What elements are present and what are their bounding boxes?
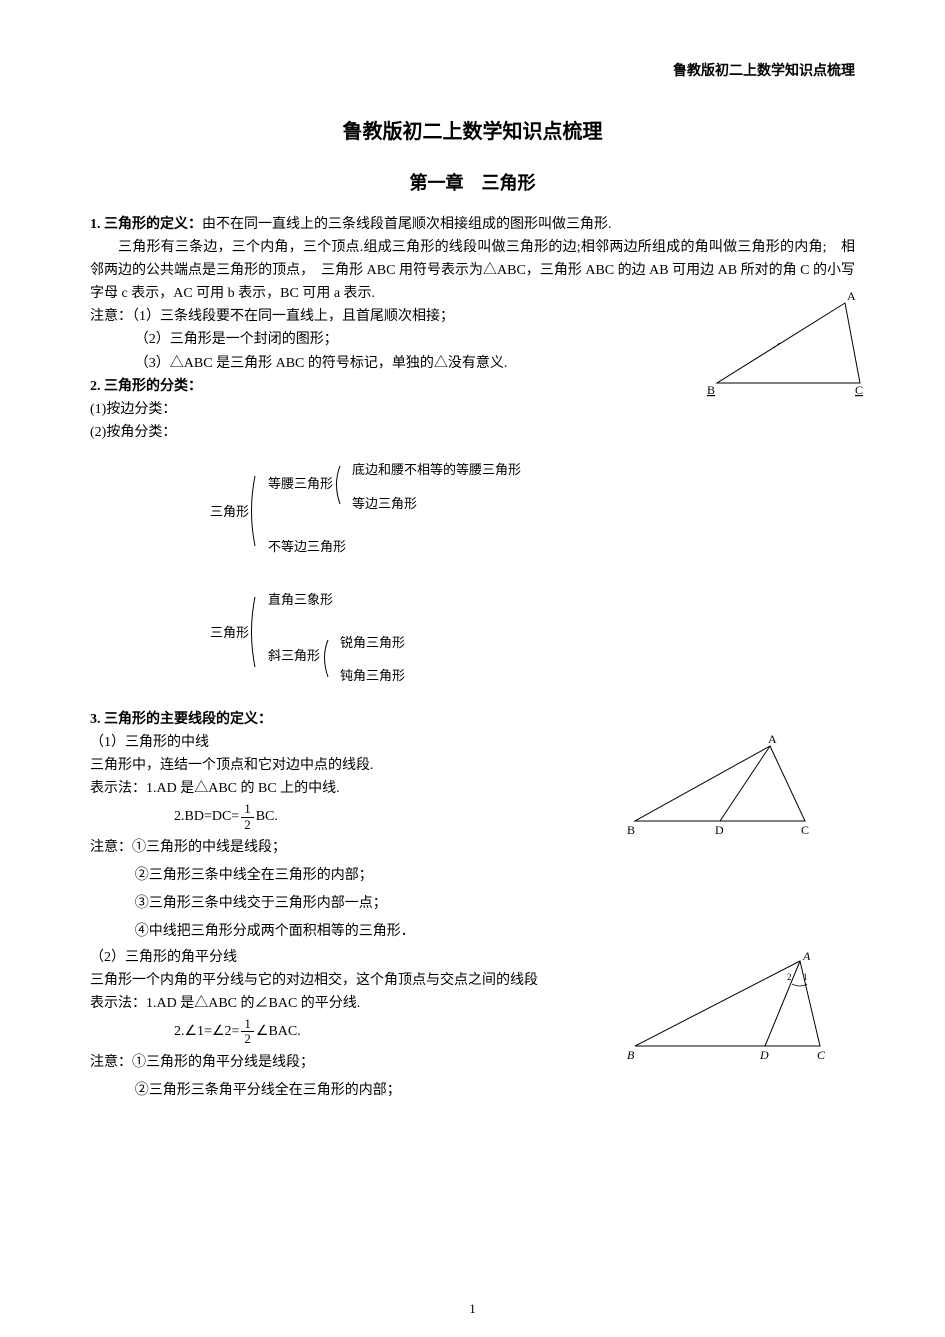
main-title: 鲁教版初二上数学知识点梳理 — [90, 115, 855, 144]
fraction-1: 1 2 — [241, 802, 254, 832]
section-2: 2. 三角形的分类： (1)按边分类： (2)按角分类： 三角形 等腰三角形 底… — [90, 375, 855, 696]
frac2-den: 2 — [241, 1032, 254, 1046]
frac1-num: 1 — [241, 802, 254, 817]
s3s2-note2: ②三角形三条角平分线全在三角形的内部； — [135, 1077, 855, 1105]
section-1-note-label: 注意： — [90, 309, 132, 324]
d2-a: A — [768, 732, 777, 746]
section-1-p1: 由不在同一直线上的三条线段首尾顺次相接组成的图形叫做三角形. — [202, 217, 612, 232]
d3-d: D — [759, 1048, 769, 1062]
d3-a: A — [802, 949, 811, 963]
s3s1-note-label: 注意： — [90, 840, 132, 855]
header-text: 鲁教版初二上数学知识点梳理 — [673, 64, 855, 79]
classification-tree-2: 三角形 直角三象形 斜三角形 锐角三角形 钝角三角形 — [210, 582, 855, 696]
section-3-sub2-block: （2）三角形的角平分线 三角形一个内角的平分线与它的对边相交，这个角顶点与交点之… — [90, 946, 855, 1049]
s3s2-note1: ①三角形的角平分线是线段； — [132, 1055, 314, 1070]
page-number: 1 — [0, 1301, 945, 1317]
d3-ang2: 2 — [787, 972, 792, 982]
section-3-heading-row: 3. 三角形的主要线段的定义： — [90, 708, 855, 731]
section-3-sub1-block: （1）三角形的中线 三角形中，连结一个顶点和它对边中点的线段. 表示法：1.AD… — [90, 731, 855, 834]
d2-c: C — [801, 823, 809, 837]
d2-b: B — [627, 823, 635, 837]
tree2-a: 直角三象形 — [268, 592, 333, 607]
classification-tree-1: 三角形 等腰三角形 底边和腰不相等的等腰三角形 等边三角形 不等边三角形 — [210, 456, 855, 570]
formula-post-2: ∠BAC. — [256, 1015, 301, 1049]
d3-b: B — [627, 1048, 635, 1062]
tree2-b2: 钝角三角形 — [340, 668, 405, 683]
s3s1-note2: ②三角形三条中线全在三角形的内部； — [135, 862, 855, 890]
d3-ang1: 1 — [803, 972, 808, 982]
triangle-diagram-3: 2 1 A B D C — [625, 946, 845, 1066]
tree1-a: 等腰三角形 — [268, 476, 333, 491]
section-3-heading: 三角形的主要线段的定义： — [104, 712, 272, 727]
s3s2-note-label: 注意： — [90, 1055, 132, 1070]
section-2-sub2: (2)按角分类： — [90, 421, 855, 444]
section-3-num: 3. — [90, 712, 101, 727]
vertex-a-label: A — [847, 289, 856, 303]
triangle-diagram-2: A B D C — [625, 731, 825, 841]
tree2-svg: 三角形 直角三象形 斜三角形 锐角三角形 钝角三角形 — [210, 582, 710, 692]
d2-d: D — [715, 823, 724, 837]
section-2-num: 2. — [90, 379, 101, 394]
section-3: 3. 三角形的主要线段的定义： （1）三角形的中线 三角形中，连结一个顶点和它对… — [90, 708, 855, 1105]
frac1-den: 2 — [241, 818, 254, 832]
section-1-heading: 三角形的定义： — [104, 217, 202, 232]
tree2-b1: 锐角三角形 — [340, 635, 405, 650]
s3s1-note3: ③三角形三条中线交于三角形内部一点； — [135, 890, 855, 918]
section-1: 1. 三角形的定义：由不在同一直线上的三条线段首尾顺次相接组成的图形叫做三角形.… — [90, 213, 855, 375]
tree1-svg: 三角形 等腰三角形 底边和腰不相等的等腰三角形 等边三角形 不等边三角形 — [210, 456, 710, 566]
section-1-heading-row: 1. 三角形的定义：由不在同一直线上的三条线段首尾顺次相接组成的图形叫做三角形. — [90, 213, 855, 236]
frac2-num: 1 — [241, 1017, 254, 1032]
tree1-root: 三角形 — [210, 504, 249, 519]
page-header: 鲁教版初二上数学知识点梳理 — [90, 60, 855, 80]
section-2-sub1: (1)按边分类： — [90, 398, 855, 421]
formula-pre-2: 2.∠1=∠2= — [174, 1015, 239, 1049]
fraction-2: 1 2 — [241, 1017, 254, 1047]
tree1-a2: 等边三角形 — [352, 496, 417, 511]
tree1-b: 不等边三角形 — [268, 539, 346, 554]
tree1-a1: 底边和腰不相等的等腰三角形 — [352, 462, 521, 477]
s3s1-note4: ④中线把三角形分成两个面积相等的三角形． — [135, 918, 855, 946]
formula-pre-1: 2.BD=DC= — [174, 800, 239, 834]
vertex-b-label: B — [707, 383, 715, 397]
formula-post-1: BC. — [256, 800, 278, 834]
s3s1-note1: ①三角形的中线是线段； — [132, 840, 286, 855]
vertex-c-label: C — [855, 383, 863, 397]
tree2-root: 三角形 — [210, 625, 249, 640]
section-2-heading: 三角形的分类： — [104, 379, 202, 394]
triangle-diagram-1: A B C — [705, 288, 875, 398]
tree2-b: 斜三角形 — [268, 648, 320, 663]
section-1-num: 1. — [90, 217, 101, 232]
chapter-title: 第一章 三角形 — [90, 169, 855, 195]
section-1-note1: （1）三条线段要不在同一直线上，且首尾顺次相接； — [132, 309, 454, 324]
d3-c: C — [817, 1048, 826, 1062]
